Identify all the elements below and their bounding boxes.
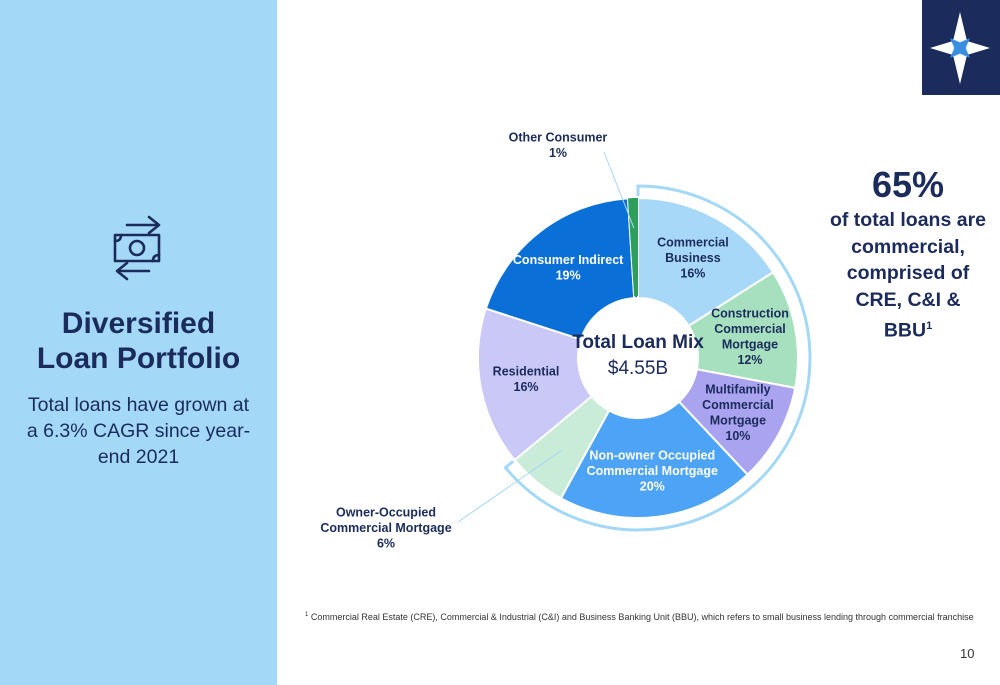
commercial-highlight-bracket bbox=[503, 184, 812, 532]
label-construction-commercial-mortgage-line-1: Construction bbox=[711, 306, 789, 320]
label-residential-value: 16% bbox=[514, 380, 539, 394]
company-logo bbox=[922, 0, 1000, 95]
callout-percent: 65% bbox=[871, 164, 945, 205]
slice-non-owner-occupied-commercial-mortgage bbox=[559, 400, 749, 519]
label-construction-commercial-mortgage-value: 12% bbox=[737, 353, 762, 367]
page-title: Diversified Loan Portfolio bbox=[0, 306, 277, 376]
slice-marker-green bbox=[627, 198, 638, 297]
label-consumer-indirect-line-1: Consumer Indirect bbox=[513, 253, 624, 267]
page-subtitle: Total loans have grown at a 6.3% CAGR si… bbox=[26, 394, 251, 468]
slice-consumer-indirect bbox=[484, 197, 636, 341]
label-non-owner-occupied-commercial-mortgage-line-1: Non-owner Occupied bbox=[589, 449, 715, 463]
commercial-callout: 65% of total loans are commercial, compr… bbox=[820, 163, 996, 344]
footnote: 1 Commercial Real Estate (CRE), Commerci… bbox=[305, 612, 974, 622]
label-owner-occupied-commercial-mortgage-value: 6% bbox=[377, 537, 395, 551]
label-consumer-indirect-value: 19% bbox=[556, 269, 581, 283]
donut-hole bbox=[579, 299, 697, 417]
left-panel: Diversified Loan Portfolio Total loans h… bbox=[0, 0, 277, 685]
label-construction-commercial-mortgage-line-3: Mortgage bbox=[722, 337, 778, 351]
money-exchange-icon bbox=[113, 215, 161, 281]
label-multifamily-commercial-mortgage-line-1: Multifamily bbox=[705, 383, 770, 397]
label-multifamily-commercial-mortgage-line-3: Mortgage bbox=[710, 414, 766, 428]
center-title: Total Loan Mix bbox=[572, 332, 704, 353]
footnote-marker: 1 bbox=[305, 612, 309, 618]
label-residential-line-1: Residential bbox=[493, 365, 560, 379]
label-commercial-business-line-1: Commercial bbox=[657, 236, 729, 250]
label-construction-commercial-mortgage-line-2: Commercial bbox=[714, 322, 786, 336]
footnote-text: Commercial Real Estate (CRE), Commercial… bbox=[308, 612, 974, 622]
callout-description: of total loans are commercial, comprised… bbox=[820, 207, 996, 344]
label-multifamily-commercial-mortgage-line-2: Commercial bbox=[702, 398, 774, 412]
label-owner-occupied-commercial-mortgage-line-1: Owner-Occupied bbox=[336, 506, 436, 520]
label-owner-occupied-commercial-mortgage-line-2: Commercial Mortgage bbox=[320, 521, 451, 535]
title-line-1: Diversified bbox=[61, 307, 216, 340]
label-multifamily-commercial-mortgage-value: 10% bbox=[725, 429, 750, 443]
callout-footnote-ref: 1 bbox=[926, 320, 933, 332]
label-non-owner-occupied-commercial-mortgage-line-2: Commercial Mortgage bbox=[587, 464, 718, 478]
label-commercial-business-line-2: Business bbox=[665, 251, 721, 265]
label-non-owner-occupied-commercial-mortgage-value: 20% bbox=[640, 480, 665, 494]
slice-commercial-business bbox=[637, 196, 775, 328]
slice-residential bbox=[477, 307, 594, 462]
label-commercial-business-value: 16% bbox=[680, 267, 705, 281]
title-line-2: Loan Portfolio bbox=[36, 342, 241, 375]
center-value: $4.55B bbox=[608, 358, 668, 379]
leader-owner-occupied bbox=[457, 450, 562, 523]
page-number: 10 bbox=[960, 646, 975, 661]
label-other-consumer-value: 1% bbox=[549, 146, 567, 160]
callout-text: of total loans are commercial, comprised… bbox=[829, 209, 987, 342]
label-other-consumer-line-1: Other Consumer bbox=[509, 130, 608, 144]
compass-star-icon bbox=[930, 12, 990, 84]
leader-other-consumer bbox=[603, 151, 635, 229]
